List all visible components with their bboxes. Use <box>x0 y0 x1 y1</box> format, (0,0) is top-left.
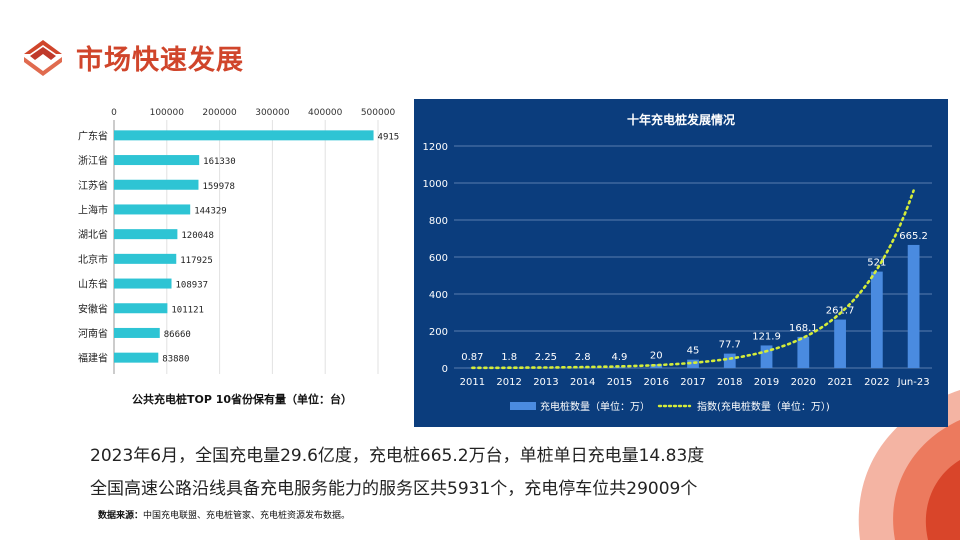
bar <box>114 229 178 240</box>
x-tick-label: 2015 <box>607 377 632 388</box>
summary-line-2: 全国高速公路沿线具备充电服务能力的服务区共5931个，充电停车位共29009个 <box>90 479 698 499</box>
bar <box>687 359 699 368</box>
x-tick-label: 2013 <box>533 377 558 388</box>
data-label: 121.9 <box>752 331 781 342</box>
chart-title: 十年充电桩发展情况 <box>627 112 735 127</box>
y-tick-label: 1000 <box>423 179 448 190</box>
bar <box>613 367 626 368</box>
bar <box>114 130 374 141</box>
y-tick-label: 200 <box>429 327 448 338</box>
bar <box>114 327 160 338</box>
category-label: 广东省 <box>78 129 108 142</box>
x-tick-label: 2020 <box>791 377 816 388</box>
bar <box>907 244 920 368</box>
data-label: 120048 <box>181 231 214 241</box>
x-tick-label: 100000 <box>150 108 185 118</box>
bar <box>114 303 168 314</box>
source-text: 中国充电联盟、充电桩管家、充电桩资源发布数据。 <box>143 511 351 521</box>
category-label: 山东省 <box>78 278 108 291</box>
category-label: 福建省 <box>78 352 108 365</box>
corner-decoration <box>858 390 960 540</box>
y-tick-label: 800 <box>429 216 448 227</box>
x-tick-label: 2012 <box>496 377 521 388</box>
bar <box>114 278 172 289</box>
page-title: 市场快速发展 <box>76 45 244 76</box>
logo-icon <box>24 40 62 76</box>
data-label: 77.7 <box>719 340 741 351</box>
data-source: 数据来源：中国充电联盟、充电桩管家、充电桩资源发布数据。 <box>98 508 350 521</box>
category-label: 北京市 <box>78 253 108 266</box>
x-tick-label: 300000 <box>255 108 290 118</box>
category-label: 河南省 <box>78 327 108 340</box>
data-label: 168.1 <box>789 323 818 334</box>
x-tick-label: 400000 <box>308 108 343 118</box>
category-label: 安徽省 <box>78 302 108 315</box>
data-label: 521 <box>867 258 886 269</box>
bar <box>114 179 199 190</box>
data-label: 83880 <box>162 355 189 365</box>
category-label: 上海市 <box>78 203 108 216</box>
bar <box>114 253 177 264</box>
x-tick-label: 0 <box>111 108 117 118</box>
data-label: 2.25 <box>535 352 557 363</box>
bar <box>834 319 846 368</box>
chart-panel <box>414 99 948 427</box>
x-tick-label: 200000 <box>202 108 237 118</box>
x-tick-label: 2011 <box>460 377 485 388</box>
data-label: 261.7 <box>826 306 855 317</box>
decade-growth-chart: 十年充电桩发展情况 0 200 400 600 800 1000 1200 0.87 2011 1.… <box>414 99 948 427</box>
data-label: 101121 <box>171 305 204 315</box>
y-tick-label: 0 <box>442 364 448 375</box>
y-tick-label: 400 <box>429 290 448 301</box>
x-tick-label: 2016 <box>644 377 669 388</box>
province-bar-chart: 0 100000 200000 300000 400000 500000 广东省 491570… <box>78 108 400 374</box>
data-label: 45 <box>687 346 700 357</box>
data-label: 1.8 <box>501 352 517 363</box>
x-tick-label: 2014 <box>570 377 595 388</box>
trend-line <box>471 189 915 370</box>
source-label: 数据来源： <box>98 511 144 521</box>
category-label: 湖北省 <box>78 228 108 241</box>
data-label: 117925 <box>180 256 213 266</box>
category-label: 江苏省 <box>78 179 108 192</box>
x-tick-label: 500000 <box>361 108 396 118</box>
bar <box>760 345 773 368</box>
bar <box>114 204 191 215</box>
bar <box>870 271 883 368</box>
bar <box>723 353 736 368</box>
data-label: 665.2 <box>899 231 928 242</box>
bar <box>114 352 159 363</box>
legend-bar-label: 充电桩数量（单位：万） <box>540 400 650 413</box>
data-label: 159978 <box>202 182 235 192</box>
y-tick-label: 1200 <box>423 142 448 153</box>
data-label: 2.8 <box>575 352 591 363</box>
data-label: 0.87 <box>461 352 483 363</box>
x-tick-label: 2022 <box>864 377 889 388</box>
x-tick-label: 2018 <box>717 377 742 388</box>
x-tick-label: Jun-23 <box>897 377 930 388</box>
y-tick-label: 600 <box>429 253 448 264</box>
data-label: 20 <box>650 350 663 361</box>
summary-line-1: 2023年6月，全国充电量29.6亿度，充电桩665.2万台，单桩单日充电量14… <box>90 446 705 466</box>
x-tick-label: 2019 <box>754 377 779 388</box>
bar <box>650 364 663 368</box>
bar <box>114 155 200 166</box>
data-label: 161330 <box>203 157 236 167</box>
left-chart-title: 公共充电桩TOP 10省份保有量（单位：台） <box>132 393 353 406</box>
x-tick-label: 2021 <box>827 377 852 388</box>
data-label: 108937 <box>176 281 209 291</box>
data-label: 4.9 <box>612 352 628 363</box>
data-label: 144329 <box>194 206 227 216</box>
legend-bar-swatch <box>510 402 536 410</box>
data-label: 491570 <box>378 132 400 142</box>
bar <box>797 336 810 368</box>
x-tick-label: 2017 <box>680 377 705 388</box>
category-label: 浙江省 <box>78 154 108 167</box>
legend-trend-label: 指数(充电桩数量（单位：万）) <box>697 400 830 413</box>
data-label: 86660 <box>164 330 191 340</box>
